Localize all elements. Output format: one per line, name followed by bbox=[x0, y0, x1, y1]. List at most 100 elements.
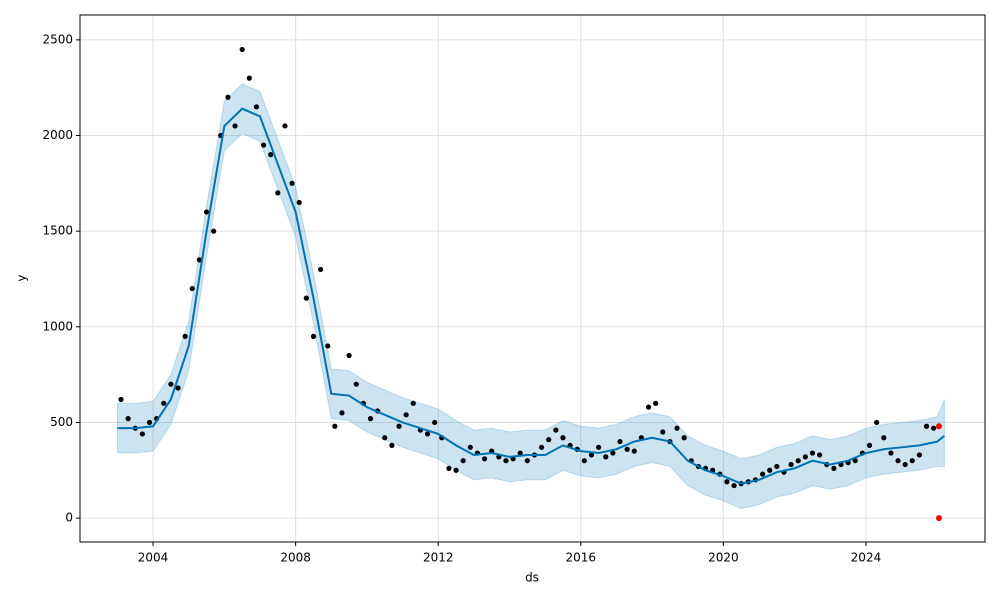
observed-point bbox=[424, 431, 431, 437]
observed-point bbox=[175, 385, 181, 391]
observed-point bbox=[168, 381, 174, 387]
observed-point bbox=[232, 123, 238, 129]
observed-point bbox=[275, 190, 281, 196]
observed-point bbox=[118, 396, 124, 403]
observed-point bbox=[538, 444, 545, 450]
observed-point bbox=[909, 458, 915, 464]
x-tick-label: 2020 bbox=[708, 551, 739, 565]
x-tick-label: 2012 bbox=[423, 551, 454, 565]
observed-point bbox=[767, 467, 773, 473]
x-tick-label: 2004 bbox=[138, 551, 169, 565]
observed-point bbox=[203, 209, 210, 215]
observed-point bbox=[631, 448, 637, 454]
observed-point bbox=[225, 94, 231, 100]
observed-point bbox=[503, 458, 509, 464]
observed-point bbox=[296, 199, 302, 206]
observed-point bbox=[382, 435, 388, 441]
observed-point bbox=[161, 400, 167, 406]
y-axis-label: y bbox=[15, 274, 29, 281]
observed-point bbox=[410, 400, 416, 406]
observed-point bbox=[317, 266, 324, 273]
observed-point bbox=[446, 465, 452, 471]
observed-point bbox=[182, 333, 188, 339]
observed-point bbox=[603, 454, 609, 460]
observed-point bbox=[403, 412, 409, 418]
observed-point bbox=[610, 450, 616, 456]
observed-point bbox=[724, 479, 730, 485]
observed-point bbox=[517, 450, 523, 456]
observed-point bbox=[467, 444, 473, 450]
observed-point bbox=[481, 456, 488, 462]
forecast-line bbox=[117, 107, 945, 485]
y-tick-label: 500 bbox=[50, 415, 73, 429]
observed-point bbox=[325, 343, 331, 349]
observed-point bbox=[624, 446, 630, 452]
observed-point bbox=[759, 471, 766, 477]
observed-point bbox=[310, 333, 317, 339]
observed-point bbox=[196, 257, 203, 263]
observed-point bbox=[674, 425, 680, 431]
observed-point bbox=[617, 438, 623, 445]
observed-point bbox=[139, 431, 145, 437]
holdout-point bbox=[936, 423, 943, 430]
observed-point bbox=[546, 437, 552, 443]
y-tick-label: 2000 bbox=[42, 128, 73, 142]
observed-point bbox=[874, 419, 880, 426]
observed-point bbox=[367, 416, 374, 422]
observed-point bbox=[260, 142, 267, 148]
observed-point bbox=[125, 416, 131, 422]
observed-point bbox=[931, 425, 937, 431]
observed-point bbox=[346, 352, 352, 359]
observed-point bbox=[581, 458, 587, 464]
observed-point bbox=[289, 180, 295, 186]
observed-point bbox=[432, 419, 438, 426]
observed-point bbox=[852, 458, 858, 464]
observed-point bbox=[817, 452, 823, 458]
observed-point bbox=[788, 461, 794, 468]
observed-point bbox=[268, 152, 274, 158]
observed-point bbox=[460, 458, 466, 464]
observed-point bbox=[596, 444, 602, 450]
observed-point bbox=[809, 450, 816, 456]
observed-point bbox=[146, 419, 153, 426]
observed-point bbox=[653, 400, 659, 406]
x-tick-label: 2008 bbox=[280, 551, 311, 565]
observed-point bbox=[282, 123, 288, 129]
observed-point bbox=[881, 435, 887, 441]
observed-point bbox=[795, 458, 801, 464]
y-tick-label: 2500 bbox=[42, 32, 73, 46]
observed-point bbox=[253, 104, 260, 110]
holdout-point bbox=[936, 515, 943, 522]
observed-point bbox=[916, 452, 923, 458]
y-tick-label: 0 bbox=[65, 511, 73, 525]
y-tick-label: 1500 bbox=[42, 224, 73, 238]
observed-point bbox=[332, 423, 338, 429]
axes-frame bbox=[79, 14, 986, 543]
observed-point bbox=[339, 410, 345, 416]
x-tick-label: 2016 bbox=[566, 551, 597, 565]
observed-point bbox=[774, 463, 780, 470]
y-tick-label: 1000 bbox=[42, 319, 73, 333]
observed-point bbox=[588, 452, 595, 458]
observed-point bbox=[731, 482, 737, 489]
observed-point bbox=[681, 435, 687, 441]
observed-point bbox=[560, 435, 566, 441]
observed-point bbox=[303, 295, 309, 301]
observed-point bbox=[902, 461, 908, 468]
x-tick-label: 2024 bbox=[851, 551, 882, 565]
observed-point bbox=[396, 423, 402, 429]
observed-point bbox=[895, 458, 901, 464]
observed-point bbox=[524, 458, 530, 464]
observed-point bbox=[866, 442, 873, 448]
observed-point bbox=[389, 442, 395, 448]
observed-point bbox=[645, 404, 652, 410]
observed-point bbox=[831, 465, 837, 471]
x-axis-label: ds bbox=[525, 571, 539, 585]
observed-point bbox=[802, 454, 808, 460]
observed-point bbox=[553, 427, 559, 433]
observed-point bbox=[888, 450, 894, 456]
observed-point bbox=[211, 228, 217, 234]
observed-point bbox=[453, 467, 459, 473]
observed-point bbox=[246, 75, 252, 81]
observed-point bbox=[660, 429, 666, 435]
